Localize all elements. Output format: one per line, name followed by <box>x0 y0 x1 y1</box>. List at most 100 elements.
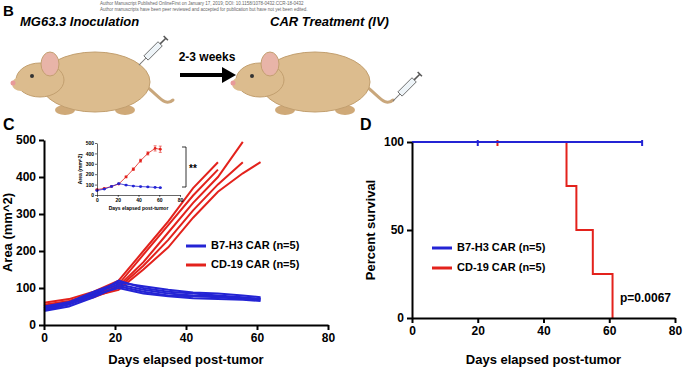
error-bar <box>139 186 142 188</box>
x-tick: 20 <box>472 318 486 338</box>
arrow-shaft <box>180 73 224 77</box>
data-point <box>146 152 149 155</box>
mouse-eye <box>30 74 34 78</box>
x-tick-label: 80 <box>178 197 184 203</box>
data-point <box>154 147 157 150</box>
y-tick: 0 <box>91 192 97 198</box>
x-axis-title: Days elapsed post-tumor <box>466 352 621 367</box>
y-tick: 0 <box>397 311 412 325</box>
x-tick-label: 40 <box>136 197 142 203</box>
y-tick: 100 <box>86 182 97 188</box>
data-point <box>159 186 162 189</box>
y-axis: 0 100 200 300 400 500 <box>86 140 98 198</box>
y-tick-label: 0 <box>91 192 94 198</box>
y-axis-title: Percent survival <box>363 180 378 280</box>
data-line <box>412 142 613 318</box>
y-tick: 0 <box>29 318 44 332</box>
figure: Author Manuscript Published OnlineFirst … <box>0 0 700 381</box>
x-tick-label: 80 <box>669 324 683 338</box>
y-tick-label: 200 <box>16 244 36 258</box>
data-line <box>412 141 642 143</box>
data-line <box>44 281 261 311</box>
x-axis-title: Days elapsed post-tumor <box>108 352 263 367</box>
mouse-tail <box>147 87 173 102</box>
y-tick: 50 <box>391 223 412 237</box>
x-tick-mark <box>186 325 188 330</box>
y-tick-mark <box>407 142 412 144</box>
x-tick-label: 0 <box>96 197 99 203</box>
syringe-barrel <box>144 42 162 60</box>
x-axis-title: Days elapsed post-tumor <box>109 205 169 211</box>
error-bar <box>154 187 157 188</box>
mouse-ear <box>261 52 279 76</box>
y-axis: 0 100 200 300 400 500 <box>16 133 45 332</box>
y-tick-label: 0 <box>29 318 36 332</box>
censor-mark <box>477 140 479 146</box>
legend: B7-H3 CAR (n=5)CD-19 CAR (n=5) <box>432 241 546 273</box>
y-tick-mark <box>95 174 97 175</box>
x-axis: 020406080 <box>41 325 335 345</box>
data-line <box>97 148 160 189</box>
y-tick-label: 100 <box>384 135 404 149</box>
annotation: C <box>3 116 15 133</box>
x-tick: 60 <box>157 195 163 203</box>
y-tick-label: 500 <box>16 133 36 147</box>
plot-area <box>44 142 261 311</box>
step-label: CAR Treatment (IV) <box>270 14 389 29</box>
y-tick: 300 <box>86 161 97 167</box>
x-tick-label: 20 <box>109 331 123 345</box>
error-bar <box>103 188 106 189</box>
data-point <box>139 159 142 162</box>
syringe-thumb <box>418 72 422 76</box>
data-point <box>103 187 106 190</box>
error-bar <box>110 186 113 188</box>
data-line <box>97 184 160 191</box>
y-tick-label: 300 <box>86 161 95 167</box>
y-tick-label: 300 <box>16 207 36 221</box>
y-tick-label: 400 <box>86 151 95 157</box>
x-tick: 20 <box>109 325 123 345</box>
y-tick-mark <box>407 230 412 232</box>
error-bar <box>132 185 135 187</box>
x-tick-label: 20 <box>472 324 486 338</box>
y-tick-mark <box>95 164 97 165</box>
mouse-nose <box>231 81 236 86</box>
y-axis: 0 50 100 <box>384 135 413 325</box>
y-tick-label: 100 <box>16 281 36 295</box>
x-tick: 40 <box>136 195 142 203</box>
x-tick-label: 60 <box>157 197 163 203</box>
error-bar <box>146 152 149 155</box>
plot-area <box>412 140 642 318</box>
error-bar <box>117 183 120 185</box>
legend-swatch <box>186 245 206 248</box>
y-tick: 100 <box>16 281 44 295</box>
legend-swatch <box>432 247 452 250</box>
x-tick: 60 <box>603 318 617 338</box>
y-tick-label: 500 <box>86 140 95 146</box>
error-bar <box>154 146 157 151</box>
y-tick-label: 400 <box>16 170 36 184</box>
syringe-plunger <box>160 38 166 44</box>
legend-label: CD-19 CAR (n=5) <box>211 258 300 270</box>
y-tick-mark <box>39 214 44 216</box>
y-tick: 500 <box>16 133 44 147</box>
y-tick: 100 <box>384 135 412 149</box>
y-axis-line <box>97 144 98 196</box>
data-point <box>125 176 128 179</box>
error-bar <box>139 159 142 162</box>
y-tick-mark <box>95 195 97 196</box>
x-tick-label: 80 <box>322 331 336 345</box>
y-tick: 200 <box>86 171 97 177</box>
syringe-plunger <box>414 74 420 80</box>
x-tick-mark <box>543 318 545 323</box>
error-bar <box>117 183 120 185</box>
y-tick-label: 0 <box>397 311 404 325</box>
y-tick: 200 <box>16 244 44 258</box>
data-point <box>103 188 106 191</box>
watermark: Author manuscripts have been peer review… <box>100 7 307 12</box>
chart-panel: 020406080050100Days elapsed post-tumorPe… <box>360 116 682 367</box>
x-tick: 0 <box>409 318 416 338</box>
syringe <box>137 36 168 67</box>
x-axis: 020406080 <box>96 195 183 203</box>
x-tick: 80 <box>178 195 184 203</box>
